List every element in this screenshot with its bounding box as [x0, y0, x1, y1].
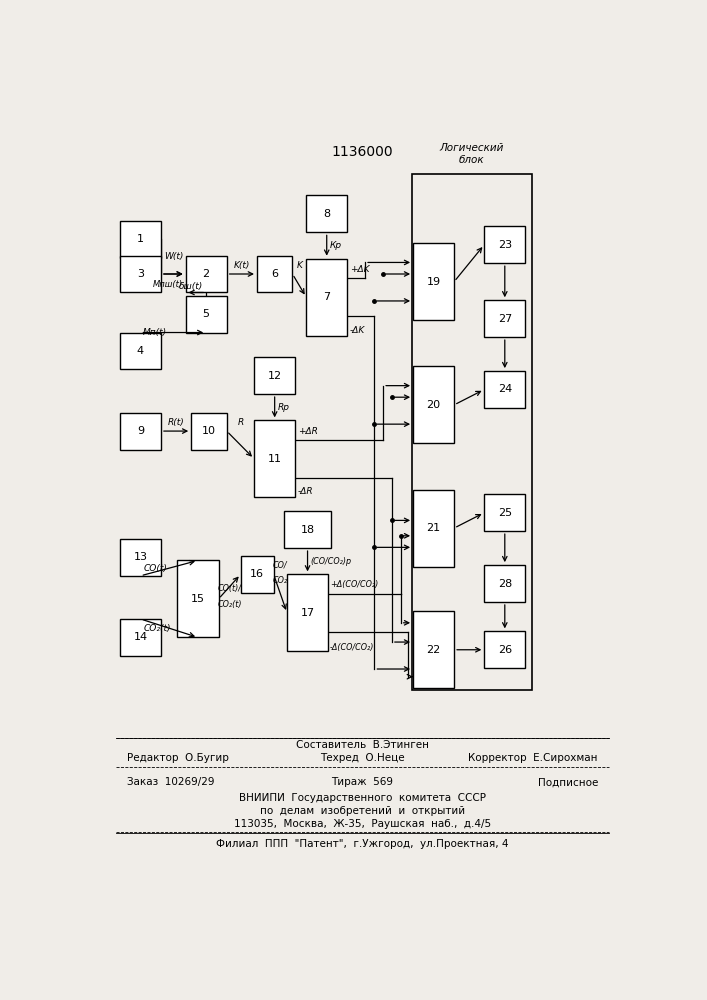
Bar: [306, 259, 347, 336]
Bar: [287, 574, 328, 651]
Bar: [254, 420, 296, 497]
Bar: [484, 226, 525, 263]
Bar: [120, 413, 161, 450]
Text: -Δ(CO/CO₂): -Δ(CO/CO₂): [329, 643, 374, 652]
Bar: [484, 371, 525, 408]
Bar: [484, 494, 525, 531]
Text: Подписное: Подписное: [537, 777, 598, 787]
Bar: [306, 195, 347, 232]
Text: 20: 20: [426, 400, 440, 410]
Text: Редактор  О.Бугир: Редактор О.Бугир: [127, 753, 228, 763]
Bar: [120, 256, 161, 292]
Bar: [484, 300, 525, 337]
Bar: [191, 413, 227, 450]
Bar: [120, 539, 161, 576]
Text: Корректор  Е.Сирохман: Корректор Е.Сирохман: [469, 753, 598, 763]
Text: 12: 12: [268, 371, 281, 381]
Text: Rр: Rр: [277, 403, 289, 412]
Text: R: R: [238, 418, 243, 427]
Text: K(t): K(t): [233, 261, 250, 270]
Text: CO₂(t): CO₂(t): [217, 600, 242, 609]
Text: +ΔK: +ΔK: [350, 265, 370, 274]
Text: 3: 3: [137, 269, 144, 279]
Text: ВНИИПИ  Государственного  комитета  СССР: ВНИИПИ Государственного комитета СССР: [239, 793, 486, 803]
Text: Филиал  ППП  "Патент",  г.Ужгород,  ул.Проектная, 4: Филиал ППП "Патент", г.Ужгород, ул.Проек…: [216, 839, 508, 849]
Bar: [177, 560, 218, 637]
Text: 23: 23: [498, 240, 512, 250]
Text: δш(t): δш(t): [179, 282, 204, 291]
Text: 24: 24: [498, 384, 512, 394]
Text: K: K: [296, 261, 303, 270]
Text: 19: 19: [426, 277, 440, 287]
Bar: [484, 631, 525, 668]
Text: Мп(t): Мп(t): [144, 328, 168, 337]
Text: 26: 26: [498, 645, 512, 655]
Text: 5: 5: [203, 309, 210, 319]
Text: 25: 25: [498, 508, 512, 518]
Bar: [484, 565, 525, 602]
Text: 9: 9: [137, 426, 144, 436]
Text: 15: 15: [191, 594, 205, 604]
Text: W(t): W(t): [164, 252, 183, 261]
Text: R(t): R(t): [168, 418, 185, 427]
Text: Составитель  В.Этинген: Составитель В.Этинген: [296, 740, 429, 750]
Text: 28: 28: [498, 579, 512, 589]
Text: 22: 22: [426, 645, 440, 655]
Bar: [254, 357, 296, 394]
Text: +Δ(CO/CO₂): +Δ(CO/CO₂): [329, 580, 378, 589]
Text: по  делам  изобретений  и  открытий: по делам изобретений и открытий: [259, 806, 465, 816]
Text: 6: 6: [271, 269, 278, 279]
Text: CO₂: CO₂: [273, 576, 288, 585]
Bar: [413, 243, 454, 320]
Text: -ΔK: -ΔK: [350, 326, 366, 335]
Text: 2: 2: [203, 269, 210, 279]
Text: Кр: Кр: [329, 241, 341, 250]
Text: (CO/CO₂)р: (CO/CO₂)р: [310, 557, 351, 566]
Text: CO(t): CO(t): [144, 564, 167, 573]
Bar: [186, 296, 227, 333]
Text: Заказ  10269/29: Заказ 10269/29: [127, 777, 214, 787]
Bar: [120, 333, 161, 369]
Text: 27: 27: [498, 314, 512, 324]
Bar: [240, 556, 274, 593]
Text: CO(t)/: CO(t)/: [218, 584, 242, 593]
Bar: [257, 256, 293, 292]
Text: Тираж  569: Тираж 569: [332, 777, 393, 787]
Bar: [120, 221, 161, 258]
Text: 14: 14: [134, 632, 148, 642]
Bar: [411, 174, 532, 690]
Text: 1136000: 1136000: [332, 145, 393, 159]
Text: 16: 16: [250, 569, 264, 579]
Text: 1: 1: [137, 234, 144, 244]
Text: 8: 8: [323, 209, 330, 219]
Text: Логический
блок: Логический блок: [440, 143, 504, 165]
Text: 4: 4: [137, 346, 144, 356]
Text: 18: 18: [300, 525, 315, 535]
Bar: [120, 619, 161, 656]
Text: 7: 7: [323, 292, 330, 302]
Text: 11: 11: [268, 454, 281, 464]
Text: CO₂(t): CO₂(t): [144, 624, 170, 633]
Bar: [413, 611, 454, 688]
Text: -ΔR: -ΔR: [298, 487, 314, 496]
Bar: [186, 256, 227, 292]
Text: +ΔR: +ΔR: [298, 427, 318, 436]
Text: 21: 21: [426, 523, 440, 533]
Text: 13: 13: [134, 552, 148, 562]
Text: Техред  О.Неце: Техред О.Неце: [320, 753, 404, 763]
Text: 17: 17: [300, 608, 315, 618]
Text: CO/: CO/: [273, 561, 288, 570]
Bar: [413, 490, 454, 567]
Text: 10: 10: [202, 426, 216, 436]
Text: Мпш(t): Мпш(t): [153, 280, 183, 289]
Bar: [284, 511, 331, 548]
Bar: [413, 366, 454, 443]
Text: 113035,  Москва,  Ж-35,  Раушская  наб.,  д.4/5: 113035, Москва, Ж-35, Раушская наб., д.4…: [234, 819, 491, 829]
